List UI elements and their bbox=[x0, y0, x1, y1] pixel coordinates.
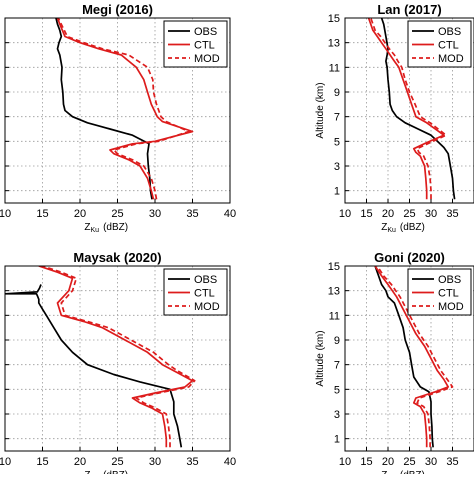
series-line-ctl bbox=[38, 266, 194, 448]
x-tick-label: 30 bbox=[149, 208, 161, 220]
legend-label-obs: OBS bbox=[194, 274, 217, 286]
y-tick-label: 15 bbox=[328, 13, 340, 25]
x-axis-label: ZKu(dBZ) bbox=[84, 222, 128, 234]
series-group bbox=[374, 266, 454, 448]
series-line-ctl bbox=[367, 18, 445, 200]
x-tick-label: 30 bbox=[425, 208, 437, 220]
y-tick-label: 13 bbox=[328, 38, 340, 50]
legend-label-ctl: CTL bbox=[194, 288, 215, 300]
x-tick-label: 40 bbox=[224, 208, 236, 220]
x-axis-label: ZKu(dBZ) bbox=[381, 470, 425, 474]
x-tick-label: 30 bbox=[425, 456, 437, 468]
legend-label-ctl: CTL bbox=[438, 40, 459, 52]
y-tick-label: 1 bbox=[334, 434, 340, 446]
x-axis-label-unit: (dBZ) bbox=[103, 470, 128, 474]
x-tick-label: 40 bbox=[224, 456, 236, 468]
x-tick-label: 35 bbox=[186, 208, 198, 220]
legend-label-ctl: CTL bbox=[438, 288, 459, 300]
x-axis-label-sub: Ku bbox=[91, 227, 100, 234]
x-axis-label-main: Z bbox=[84, 222, 90, 233]
x-axis-label: ZKu(dBZ) bbox=[84, 470, 128, 474]
x-tick-label: 20 bbox=[74, 456, 86, 468]
series-group bbox=[367, 18, 456, 200]
x-tick-label: 35 bbox=[446, 208, 458, 220]
x-tick-label: 10 bbox=[339, 208, 351, 220]
y-tick-label: 9 bbox=[334, 87, 340, 99]
series-line-ctl bbox=[56, 18, 194, 200]
y-tick-label: 1 bbox=[334, 186, 340, 198]
legend-label-mod: MOD bbox=[194, 53, 220, 65]
legend-label-mod: MOD bbox=[438, 53, 464, 65]
series-line-mod bbox=[369, 18, 447, 200]
x-axis-label-unit: (dBZ) bbox=[400, 222, 425, 233]
x-tick-label: 10 bbox=[0, 208, 11, 220]
x-tick-label: 20 bbox=[382, 208, 394, 220]
x-tick-label: 35 bbox=[446, 456, 458, 468]
x-tick-label: 30 bbox=[149, 456, 161, 468]
x-tick-label: 35 bbox=[186, 456, 198, 468]
series-line-obs bbox=[5, 284, 183, 448]
x-tick-label: 15 bbox=[360, 456, 372, 468]
y-tick-label: 15 bbox=[328, 261, 340, 273]
legend-label-obs: OBS bbox=[438, 274, 461, 286]
series-line-obs bbox=[55, 18, 153, 200]
x-tick-label: 25 bbox=[111, 456, 123, 468]
series-line-ctl bbox=[374, 266, 450, 448]
y-tick-label: 11 bbox=[329, 62, 340, 74]
series-line-obs bbox=[374, 266, 434, 448]
series-line-mod bbox=[42, 266, 196, 448]
x-tick-label: 10 bbox=[339, 456, 351, 468]
x-tick-label: 20 bbox=[74, 208, 86, 220]
y-axis-label: Altitude (km) bbox=[315, 82, 326, 138]
chart-title: Maysak (2020) bbox=[73, 250, 161, 265]
legend-label-obs: OBS bbox=[194, 26, 217, 38]
x-axis-label: ZKu (dBZ) bbox=[381, 222, 425, 234]
y-tick-label: 3 bbox=[334, 161, 340, 173]
chart-panel-1: 10 15 20 25 30 35 40 Megi (2016) ZKu (dBZ) OBS CTLM… bbox=[0, 2, 236, 234]
x-axis-label-sub: Ku bbox=[387, 227, 396, 234]
x-axis-label-main: Z bbox=[381, 222, 387, 233]
x-tick-label: 20 bbox=[382, 456, 394, 468]
x-tick-label: 10 bbox=[0, 456, 11, 468]
y-tick-label: 3 bbox=[334, 409, 340, 421]
x-axis-label-unit: (dBZ) bbox=[103, 222, 128, 233]
y-tick-label: 7 bbox=[334, 360, 340, 372]
y-tick-label: 11 bbox=[329, 310, 340, 322]
legend-label-ctl: CTL bbox=[194, 40, 215, 52]
x-tick-label: 25 bbox=[111, 208, 123, 220]
x-tick-label: 15 bbox=[36, 208, 48, 220]
x-axis-label-unit: (dBZ) bbox=[400, 470, 425, 474]
x-tick-label: 25 bbox=[403, 208, 415, 220]
x-tick-label: 25 bbox=[403, 456, 415, 468]
y-tick-label: 13 bbox=[328, 286, 340, 298]
series-line-mod bbox=[376, 266, 454, 448]
y-tick-label: 5 bbox=[334, 384, 340, 396]
series-group bbox=[55, 18, 194, 200]
series-line-mod bbox=[57, 18, 190, 200]
y-axis-label: Altitude (km) bbox=[315, 330, 326, 386]
chart-title: Goni (2020) bbox=[374, 250, 445, 265]
chart-panel-3: 10 15 20 25 30 35 40 Maysak (2020) ZKu(dBZ) OBS CT… bbox=[0, 250, 236, 479]
series-group bbox=[5, 266, 196, 448]
legend-label-mod: MOD bbox=[438, 301, 464, 313]
chart-title: Lan (2017) bbox=[377, 2, 441, 17]
chart-title: Megi (2016) bbox=[82, 2, 153, 17]
y-tick-label: 9 bbox=[334, 335, 340, 347]
legend-label-mod: MOD bbox=[194, 301, 220, 313]
legend-label-obs: OBS bbox=[438, 26, 461, 38]
x-tick-label: 15 bbox=[36, 456, 48, 468]
y-tick-label: 5 bbox=[334, 136, 340, 148]
x-tick-label: 15 bbox=[360, 208, 372, 220]
x-axis-label-main: Z bbox=[381, 470, 387, 474]
x-axis-label-main: Z bbox=[84, 470, 90, 474]
y-tick-label: 7 bbox=[334, 112, 340, 124]
